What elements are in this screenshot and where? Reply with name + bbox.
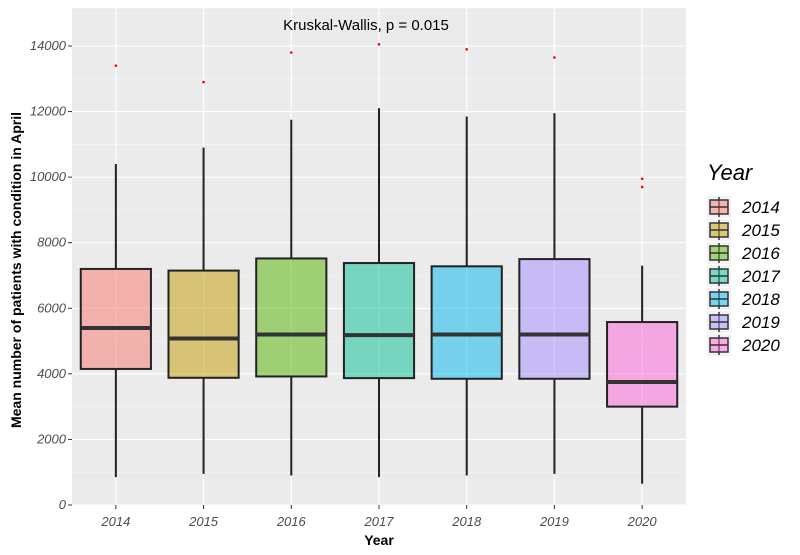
legend-label: 2016 <box>741 244 780 263</box>
box-2017 <box>342 43 416 478</box>
x-tick-label: 2015 <box>188 514 219 529</box>
box-series <box>79 43 679 484</box>
box-2016 <box>255 51 328 476</box>
outlier-point <box>202 80 205 84</box>
box-iqr <box>255 257 328 378</box>
box-2019 <box>518 56 591 474</box>
legend-label: 2015 <box>741 221 780 240</box>
y-tick-label: 4000 <box>37 366 67 381</box>
legend-item-2014: 2014 <box>707 196 780 218</box>
legend-label: 2014 <box>741 198 780 217</box>
outlier-point <box>377 43 381 46</box>
y-tick-label: 8000 <box>37 235 67 250</box>
stat-annotation: Kruskal-Wallis, p = 0.015 <box>283 17 449 34</box>
x-axis: 2014 2015 2016 2017 2018 2019 2020 <box>100 505 657 529</box>
y-tick-label: 12000 <box>30 104 67 119</box>
box-iqr <box>79 267 152 370</box>
box-iqr <box>167 269 240 379</box>
x-tick-label: 2018 <box>451 514 482 529</box>
outlier-point <box>114 64 118 67</box>
legend-item-2017: 2017 <box>707 265 780 287</box>
outlier-point <box>553 56 556 59</box>
box-iqr <box>606 321 679 408</box>
y-tick-label: 0 <box>59 497 67 512</box>
x-tick-label: 2016 <box>276 514 307 529</box>
legend-title: Year <box>707 160 754 185</box>
box-2020 <box>606 177 679 484</box>
box-2014 <box>79 64 152 478</box>
outlier-point <box>640 177 644 181</box>
x-tick-label: 2014 <box>100 514 130 529</box>
x-tick-label: 2020 <box>627 514 658 529</box>
y-axis-title: Mean number of patients with condition i… <box>8 112 24 428</box>
x-tick-label: 2017 <box>364 514 395 529</box>
legend-label: 2018 <box>741 290 780 309</box>
box-iqr <box>342 262 416 380</box>
outlier-point <box>640 185 644 189</box>
x-axis-title: Year <box>364 532 394 548</box>
box-iqr <box>518 258 591 380</box>
x-tick-label: 2019 <box>539 514 569 529</box>
legend-item-2020: 2020 <box>707 334 780 356</box>
box-iqr <box>430 265 503 380</box>
y-tick-label: 14000 <box>30 38 67 53</box>
outlier-point <box>465 47 469 51</box>
legend-label: 2020 <box>741 336 780 355</box>
box-2015 <box>167 80 240 474</box>
y-tick-label: 6000 <box>37 300 67 315</box>
legend-item-2016: 2016 <box>707 242 780 264</box>
legend-item-2019: 2019 <box>707 311 780 333</box>
legend-label: 2019 <box>741 313 780 332</box>
y-tick-label: 10000 <box>30 169 67 184</box>
y-tick-label: 2000 <box>36 431 67 446</box>
y-axis: 0 2000 4000 6000 8000 10000 12000 14000 <box>30 38 72 512</box>
outlier-point <box>289 51 293 54</box>
legend-item-2015: 2015 <box>707 219 780 241</box>
box-2018 <box>430 47 503 476</box>
legend-label: 2017 <box>741 267 780 286</box>
legend-item-2018: 2018 <box>707 288 780 310</box>
legend: Year 2014 2015 2016 2017 2018 2019 2020 <box>707 160 780 356</box>
